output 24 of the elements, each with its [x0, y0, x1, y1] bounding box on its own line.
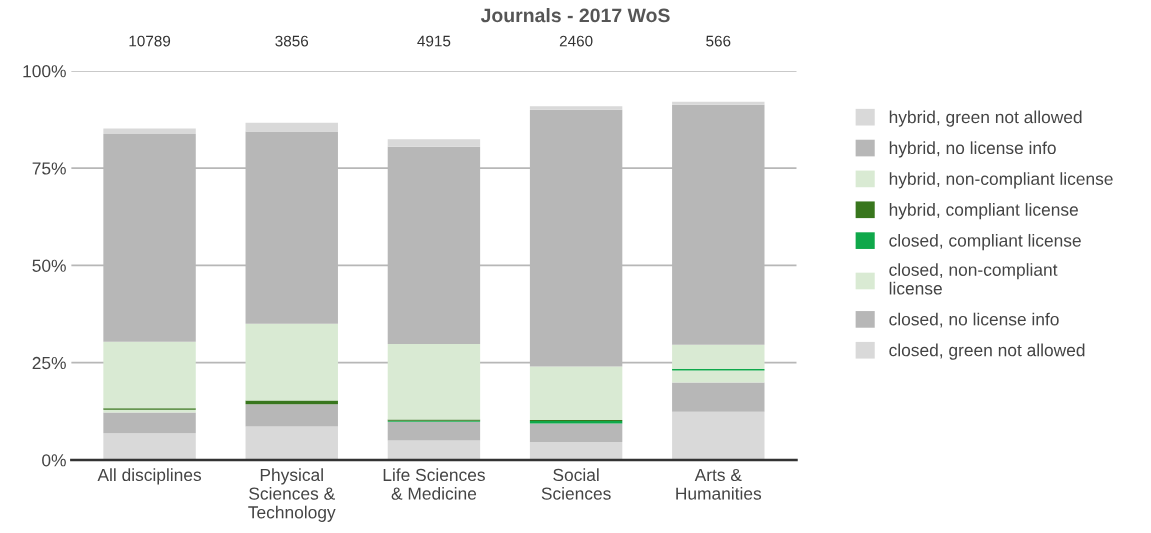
text: 10789 [129, 35, 171, 47]
x-tick-label: All disciplines [97, 468, 202, 485]
legend-label: hybrid, no license info [889, 141, 1056, 158]
x-tick-label: Arts & Humanities [676, 468, 762, 500]
x-tick-label: Life Sciences & Medicine [383, 468, 485, 500]
legend-label: hybrid, green not allowed [889, 110, 1082, 127]
legend-label: hybrid, non-compliant license [889, 172, 1113, 189]
text: 3856 [275, 35, 309, 47]
x-tick-label: Social Sciences [541, 468, 611, 500]
text: 4915 [417, 35, 451, 47]
legend-label: closed, compliant license [889, 233, 1081, 251]
y-tick-label: 25% [32, 356, 66, 370]
x-tick-label: Physical Sciences & Technology [248, 468, 336, 522]
text: 2460 [559, 35, 593, 47]
y-tick-label: 75% [32, 162, 66, 175]
y-tick-label: 0% [42, 454, 66, 467]
legend-label: closed, non-compliant license [889, 263, 1058, 295]
chart-title: Journals - 2017 WoS [480, 7, 670, 23]
y-tick-label: 50% [32, 259, 66, 272]
text: 566 [706, 35, 731, 47]
legend-label: closed, green not allowed [889, 343, 1085, 360]
legend-label: hybrid, compliant license [889, 203, 1078, 220]
legend-label: closed, no license info [889, 312, 1059, 328]
y-tick-label: 100% [23, 65, 66, 78]
